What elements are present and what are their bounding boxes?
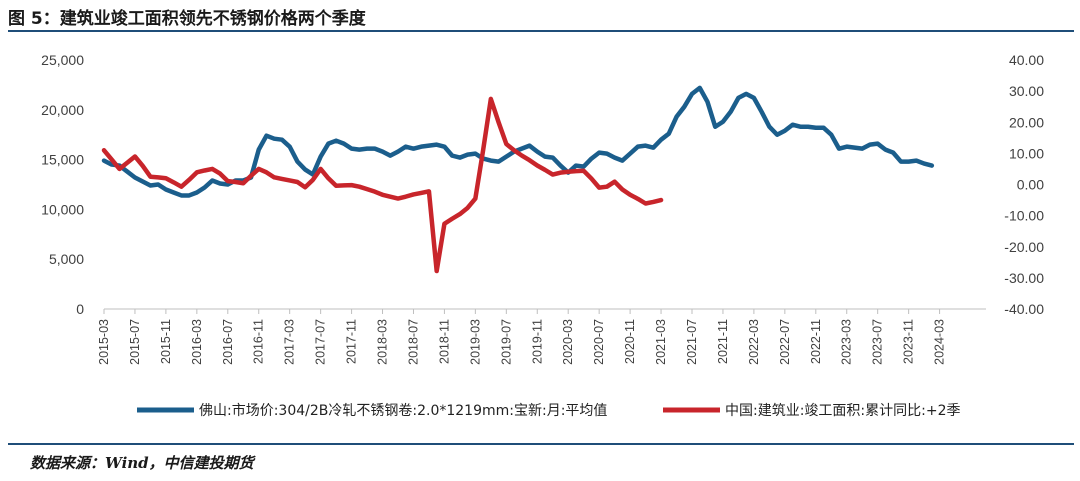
x-tick-label: 2016-11 — [252, 319, 266, 364]
x-tick-label: 2021-11 — [716, 319, 730, 364]
left-tick-label: 0 — [76, 301, 84, 317]
left-tick-label: 15,000 — [41, 152, 84, 168]
chart-title: 图 5：建筑业竣工面积领先不锈钢价格两个季度 — [8, 9, 366, 29]
legend-label-construction: 中国:建筑业:竣工面积:累计同比:+2季 — [725, 403, 961, 419]
x-tick-label: 2021-07 — [685, 319, 699, 365]
x-tick-label: 2018-03 — [376, 319, 390, 365]
x-tick-labels: 2015-03 2015-07 2015-11 2016-03 2016-07 2016-… — [97, 319, 947, 365]
x-tick-label: 2017-11 — [345, 319, 359, 364]
x-tick-label: 2017-03 — [283, 319, 297, 365]
legend: 佛山:市场价:304/2B冷轧不锈钢卷:2.0*1219mm:宝新:月:平均值 … — [137, 402, 961, 419]
x-tick-label: 2019-07 — [499, 319, 513, 365]
x-tick-label: 2020-11 — [623, 319, 637, 364]
x-tick-label: 2015-07 — [128, 319, 142, 365]
bottom-rule — [8, 443, 1074, 445]
right-tick-label: -20.00 — [1004, 239, 1044, 255]
x-tick-label: 2019-03 — [468, 319, 482, 365]
left-tick-label: 5,000 — [49, 251, 84, 267]
right-tick-label: -10.00 — [1004, 208, 1044, 224]
x-tick-label: 2020-07 — [592, 319, 606, 365]
left-tick-label: 25,000 — [41, 52, 84, 68]
x-tick-label: 2017-07 — [314, 319, 328, 365]
x-tick-label: 2021-03 — [654, 319, 668, 365]
x-tick-label: 2015-03 — [97, 319, 111, 365]
x-tick-label: 2015-11 — [159, 319, 173, 364]
top-rule — [8, 30, 1074, 32]
x-tick-label: 2016-07 — [221, 319, 235, 365]
x-tick-label: 2016-03 — [190, 319, 204, 365]
axes: 0 5,000 10,000 15,000 20,000 25,000 -40.00 -30.… — [41, 52, 1044, 317]
right-tick-label: -40.00 — [1004, 301, 1044, 317]
x-tick-label: 2022-11 — [809, 319, 823, 364]
right-tick-label: -30.00 — [1004, 270, 1044, 286]
x-tick-label: 2023-03 — [840, 319, 854, 365]
right-tick-label: 40.00 — [1009, 52, 1044, 68]
series-lines — [101, 85, 935, 274]
right-tick-label: 0.00 — [1017, 177, 1044, 193]
source-note: 数据来源：Wind，中信建投期货 — [30, 454, 254, 472]
x-tick-label: 2018-07 — [406, 319, 420, 365]
x-tick-label: 2019-11 — [530, 319, 544, 364]
left-tick-label: 20,000 — [41, 102, 84, 118]
x-tick-label: 2022-07 — [778, 319, 792, 365]
x-tick-label: 2023-07 — [871, 319, 885, 365]
series-line-construction — [101, 96, 664, 274]
x-tick-label: 2024-03 — [933, 319, 947, 365]
right-tick-label: 10.00 — [1009, 145, 1044, 161]
right-tick-label: 30.00 — [1009, 83, 1044, 99]
legend-label-foshan: 佛山:市场价:304/2B冷轧不锈钢卷:2.0*1219mm:宝新:月:平均值 — [199, 402, 607, 419]
x-tick-label: 2020-03 — [561, 319, 575, 365]
right-tick-label: 20.00 — [1009, 114, 1044, 130]
left-tick-label: 10,000 — [41, 201, 84, 217]
series-line-foshan — [101, 85, 935, 198]
x-tick-label: 2023-11 — [902, 319, 916, 364]
x-tick-label: 2018-11 — [437, 319, 451, 364]
x-tick-label: 2022-03 — [747, 319, 761, 365]
